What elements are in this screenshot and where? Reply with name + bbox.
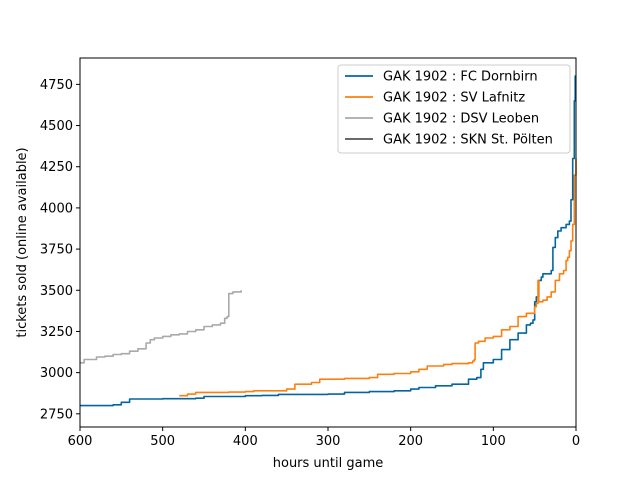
y-tick-label: 3500 bbox=[40, 284, 73, 299]
legend-label-3: GAK 1902 : DSV Leoben bbox=[383, 112, 539, 127]
legend: GAK 1902 : FC Dornbirn GAK 1902 : SV Lafn… bbox=[337, 64, 571, 154]
y-tick-label: 4500 bbox=[40, 119, 73, 134]
y-axis-ticks: 2750 3000 3250 3500 3750 4000 4250 4500 4750 bbox=[40, 78, 80, 422]
series-line-1 bbox=[80, 75, 576, 407]
x-tick-label: 500 bbox=[150, 434, 175, 449]
x-tick-label: 200 bbox=[398, 434, 423, 449]
series-line-2 bbox=[179, 158, 577, 397]
x-tick-label: 0 bbox=[572, 434, 580, 449]
series-line-3 bbox=[80, 290, 242, 364]
y-tick-label: 4750 bbox=[40, 78, 73, 93]
legend-label-1: GAK 1902 : FC Dornbirn bbox=[383, 70, 538, 85]
legend-box bbox=[337, 64, 571, 154]
y-tick-label: 4000 bbox=[40, 201, 73, 216]
y-tick-label: 3000 bbox=[40, 366, 73, 381]
x-axis-ticks: 600 500 400 300 200 100 0 bbox=[68, 427, 580, 449]
legend-label-4: GAK 1902 : SKN St. Pölten bbox=[383, 133, 553, 148]
y-axis-label: tickets sold (online available) bbox=[15, 147, 30, 337]
x-tick-label: 100 bbox=[481, 434, 506, 449]
legend-label-2: GAK 1902 : SV Lafnitz bbox=[383, 91, 525, 106]
series-layer bbox=[80, 75, 577, 407]
y-tick-label: 3250 bbox=[40, 325, 73, 340]
x-axis-label: hours until game bbox=[273, 456, 384, 471]
x-tick-label: 300 bbox=[316, 434, 341, 449]
x-tick-label: 400 bbox=[233, 434, 258, 449]
y-tick-label: 3750 bbox=[40, 243, 73, 258]
y-tick-label: 2750 bbox=[40, 407, 73, 422]
x-tick-label: 600 bbox=[68, 434, 93, 449]
y-tick-label: 4250 bbox=[40, 160, 73, 175]
